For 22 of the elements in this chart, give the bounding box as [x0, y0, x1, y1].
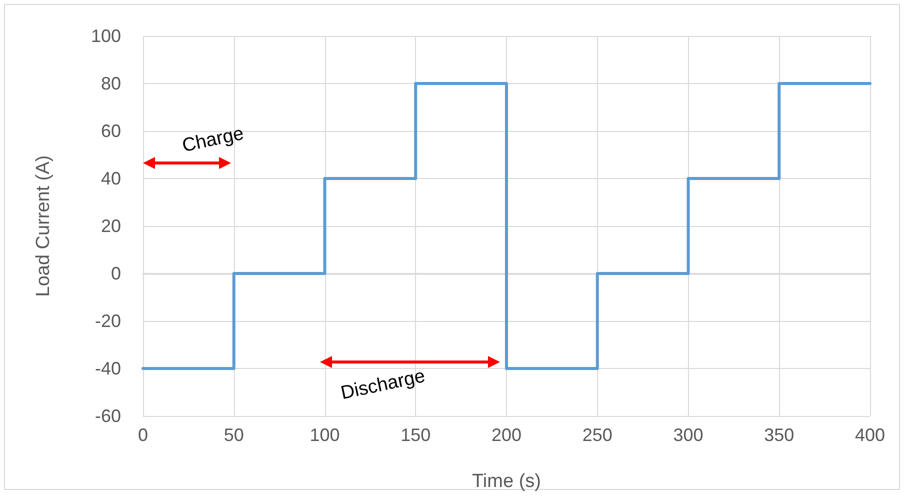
y-tick-label: 20	[100, 216, 121, 236]
x-tick-label: 250	[582, 425, 612, 445]
x-tick-label: 100	[310, 425, 340, 445]
x-axis-title: Time (s)	[472, 471, 541, 492]
x-tick-label: 350	[764, 425, 794, 445]
y-axis-title: Load Current (A)	[33, 155, 54, 297]
y-tick-label: -40	[94, 358, 121, 378]
y-tick-label: 100	[90, 26, 121, 46]
y-tick-label: -60	[94, 406, 121, 426]
x-tick-label: 50	[224, 425, 244, 445]
x-tick-label: 150	[400, 425, 431, 445]
x-tick-label: 0	[138, 425, 148, 445]
y-tick-label: 0	[110, 264, 121, 284]
x-tick-label: 300	[673, 425, 704, 445]
y-tick-label: 80	[100, 74, 121, 94]
annotation: Charge	[180, 123, 246, 157]
y-tick-label: 60	[100, 121, 121, 141]
y-tick-label: 40	[100, 168, 121, 188]
annotation: Discharge	[339, 366, 427, 404]
x-tick-label: 400	[854, 425, 886, 445]
x-tick-label: 200	[491, 425, 522, 445]
y-tick-label: -20	[94, 311, 121, 331]
